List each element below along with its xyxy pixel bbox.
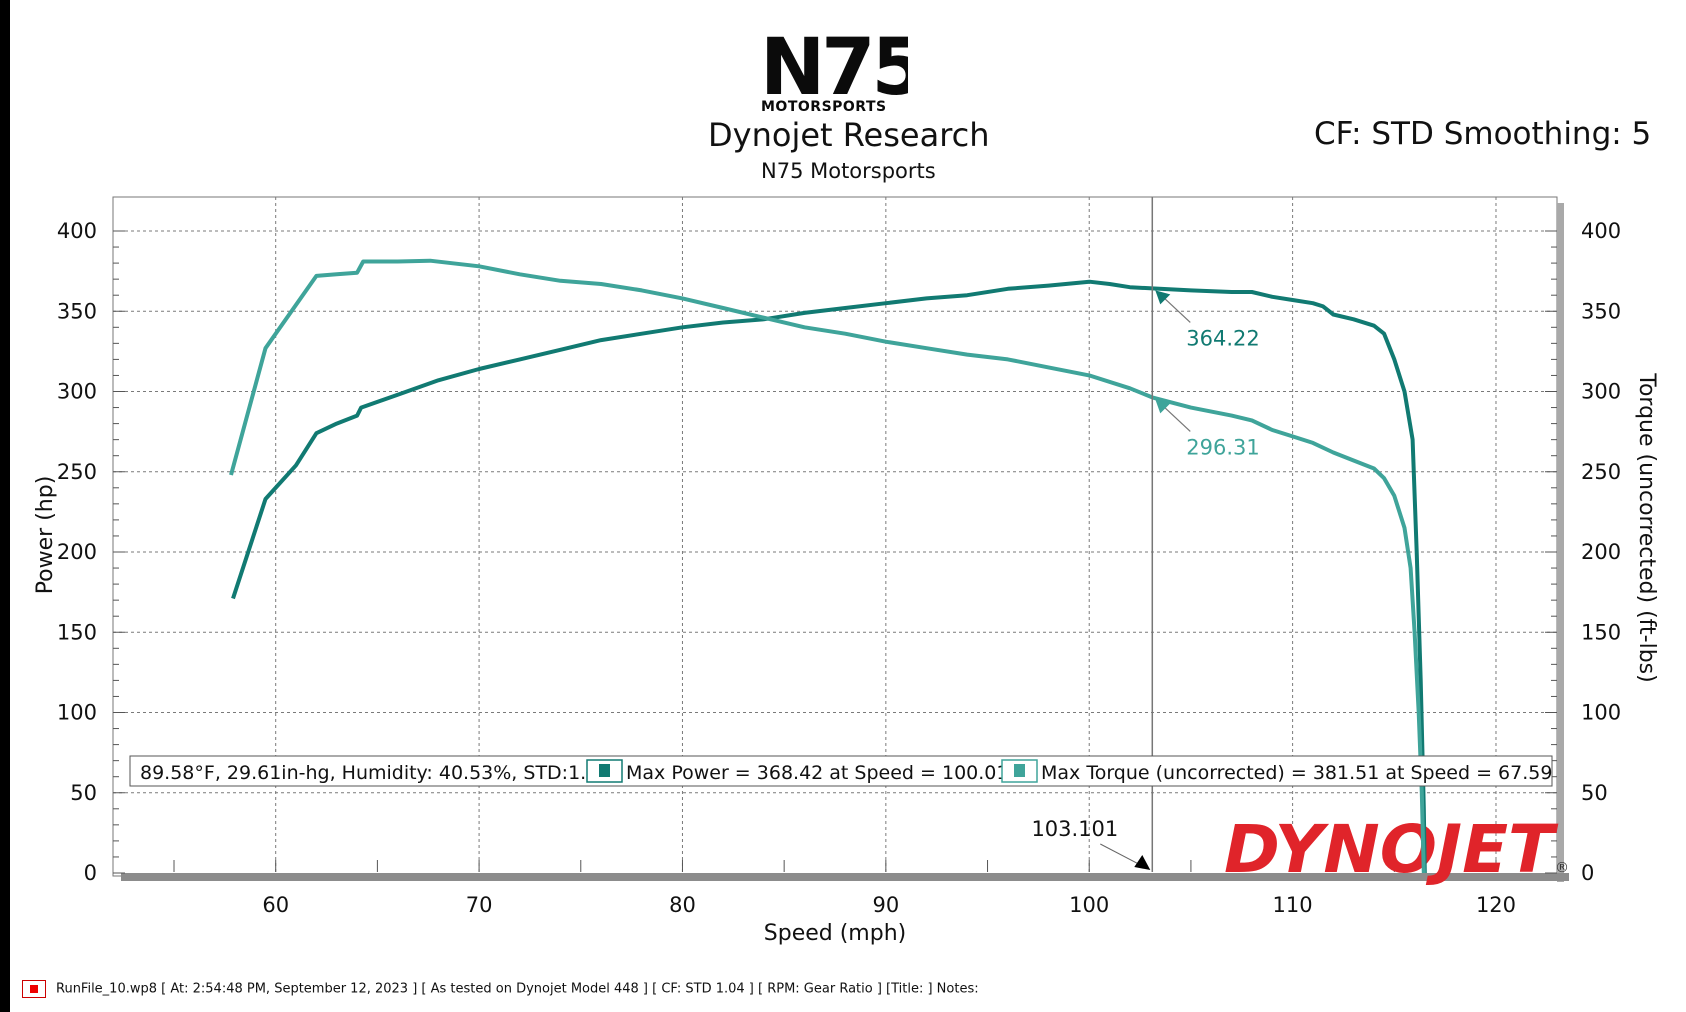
y2-tick-label: 0 (1581, 861, 1594, 885)
dynojet-watermark-registered: ® (1555, 860, 1569, 876)
n75-logo: N75 MOTORSPORTS (758, 23, 926, 116)
logo-subtext: MOTORSPORTS (761, 99, 887, 115)
chart-title: Dynojet Research (708, 116, 990, 154)
dyno-chart: 60 70 80 90 100 110 120 0 0 50 50 100 100 150 150 200 20… (33, 196, 1659, 946)
axis-ticks: 60 70 80 90 100 110 120 0 0 50 50 100 100 150 150 200 20… (57, 219, 1621, 917)
grid-lines (113, 197, 1557, 872)
dynojet-watermark-text: DYNOJET (1224, 811, 1559, 888)
legend-torque-swatch (1014, 764, 1025, 777)
legend: 89.58°F, 29.61in-hg, Humidity: 40.53%, S… (129, 755, 1553, 787)
y2-tick-label: 300 (1581, 380, 1621, 404)
y2-tick-label: 100 (1581, 701, 1621, 725)
y-tick-label: 200 (57, 540, 97, 564)
x-tick-label: 70 (466, 893, 493, 917)
y-tick-label: 400 (57, 219, 97, 243)
cursor-label: 103.101 (1031, 817, 1118, 841)
run-file-footer: RunFile_10.wp8 [ At: 2:54:48 PM, Septemb… (22, 980, 1022, 1004)
legend-box (129, 755, 1553, 787)
y2-tick-label: 400 (1581, 219, 1621, 243)
legend-power: Max Power = 368.42 at Speed = 100.01 (626, 762, 1008, 784)
legend-power-swatch (599, 764, 610, 777)
x-tick-label: 120 (1476, 893, 1516, 917)
y2-axis-label: Torque (uncorrected) (ft-lbs) (1634, 372, 1659, 682)
y-axis-label: Power (hp) (33, 476, 58, 595)
y-tick-label: 100 (57, 701, 97, 725)
legend-torque: Max Torque (uncorrected) = 381.51 at Spe… (1041, 762, 1552, 784)
torque-annotation-label: 296.31 (1186, 435, 1259, 459)
chart-subtitle: N75 Motorsports (761, 159, 936, 183)
plot-shadow-right (1557, 203, 1564, 882)
run-color-swatch (22, 980, 46, 998)
y-tick-label: 350 (57, 299, 97, 323)
x-tick-label: 100 (1069, 893, 1109, 917)
legend-conditions: 89.58°F, 29.61in-hg, Humidity: 40.53%, S… (140, 762, 610, 784)
plot-shadow-bottom (121, 873, 1569, 881)
y-tick-label: 300 (57, 380, 97, 404)
y2-tick-label: 50 (1581, 781, 1608, 805)
dyno-chart-page: N75 MOTORSPORTS Dynojet Research N75 Mot… (10, 0, 1686, 1012)
power-series-line (231, 279, 1427, 874)
power-annotation-arrow (1155, 290, 1171, 305)
y-tick-label: 250 (57, 460, 97, 484)
correction-factor-label: CF: STD Smoothing: 5 (1314, 116, 1652, 152)
logo-mark: N75 (760, 24, 908, 113)
cursor-arrow (1134, 855, 1151, 870)
y2-tick-label: 150 (1581, 620, 1621, 644)
x-axis-label: Speed (mph) (764, 921, 906, 946)
axis-labels: Speed (mph) Power (hp) Torque (uncorrected… (33, 372, 1659, 946)
y2-tick-label: 350 (1581, 299, 1621, 323)
dynojet-watermark: DYNOJET ® (1224, 811, 1569, 888)
x-tick-label: 80 (669, 893, 696, 917)
y-tick-label: 0 (84, 861, 97, 885)
y-tick-label: 150 (57, 620, 97, 644)
series-lines (229, 258, 1427, 874)
y2-tick-label: 200 (1581, 540, 1621, 564)
x-tick-label: 110 (1273, 893, 1313, 917)
y-tick-label: 50 (70, 781, 97, 805)
torque-annotation-arrow (1155, 399, 1171, 414)
x-tick-label: 90 (872, 893, 899, 917)
y2-tick-label: 250 (1581, 460, 1621, 484)
annotations: 364.22 296.31 (1155, 290, 1260, 459)
torque-series-line (229, 258, 1426, 874)
run-file-info: RunFile_10.wp8 [ At: 2:54:48 PM, Septemb… (56, 981, 979, 997)
x-tick-label: 60 (262, 893, 289, 917)
power-annotation-label: 364.22 (1186, 326, 1259, 350)
